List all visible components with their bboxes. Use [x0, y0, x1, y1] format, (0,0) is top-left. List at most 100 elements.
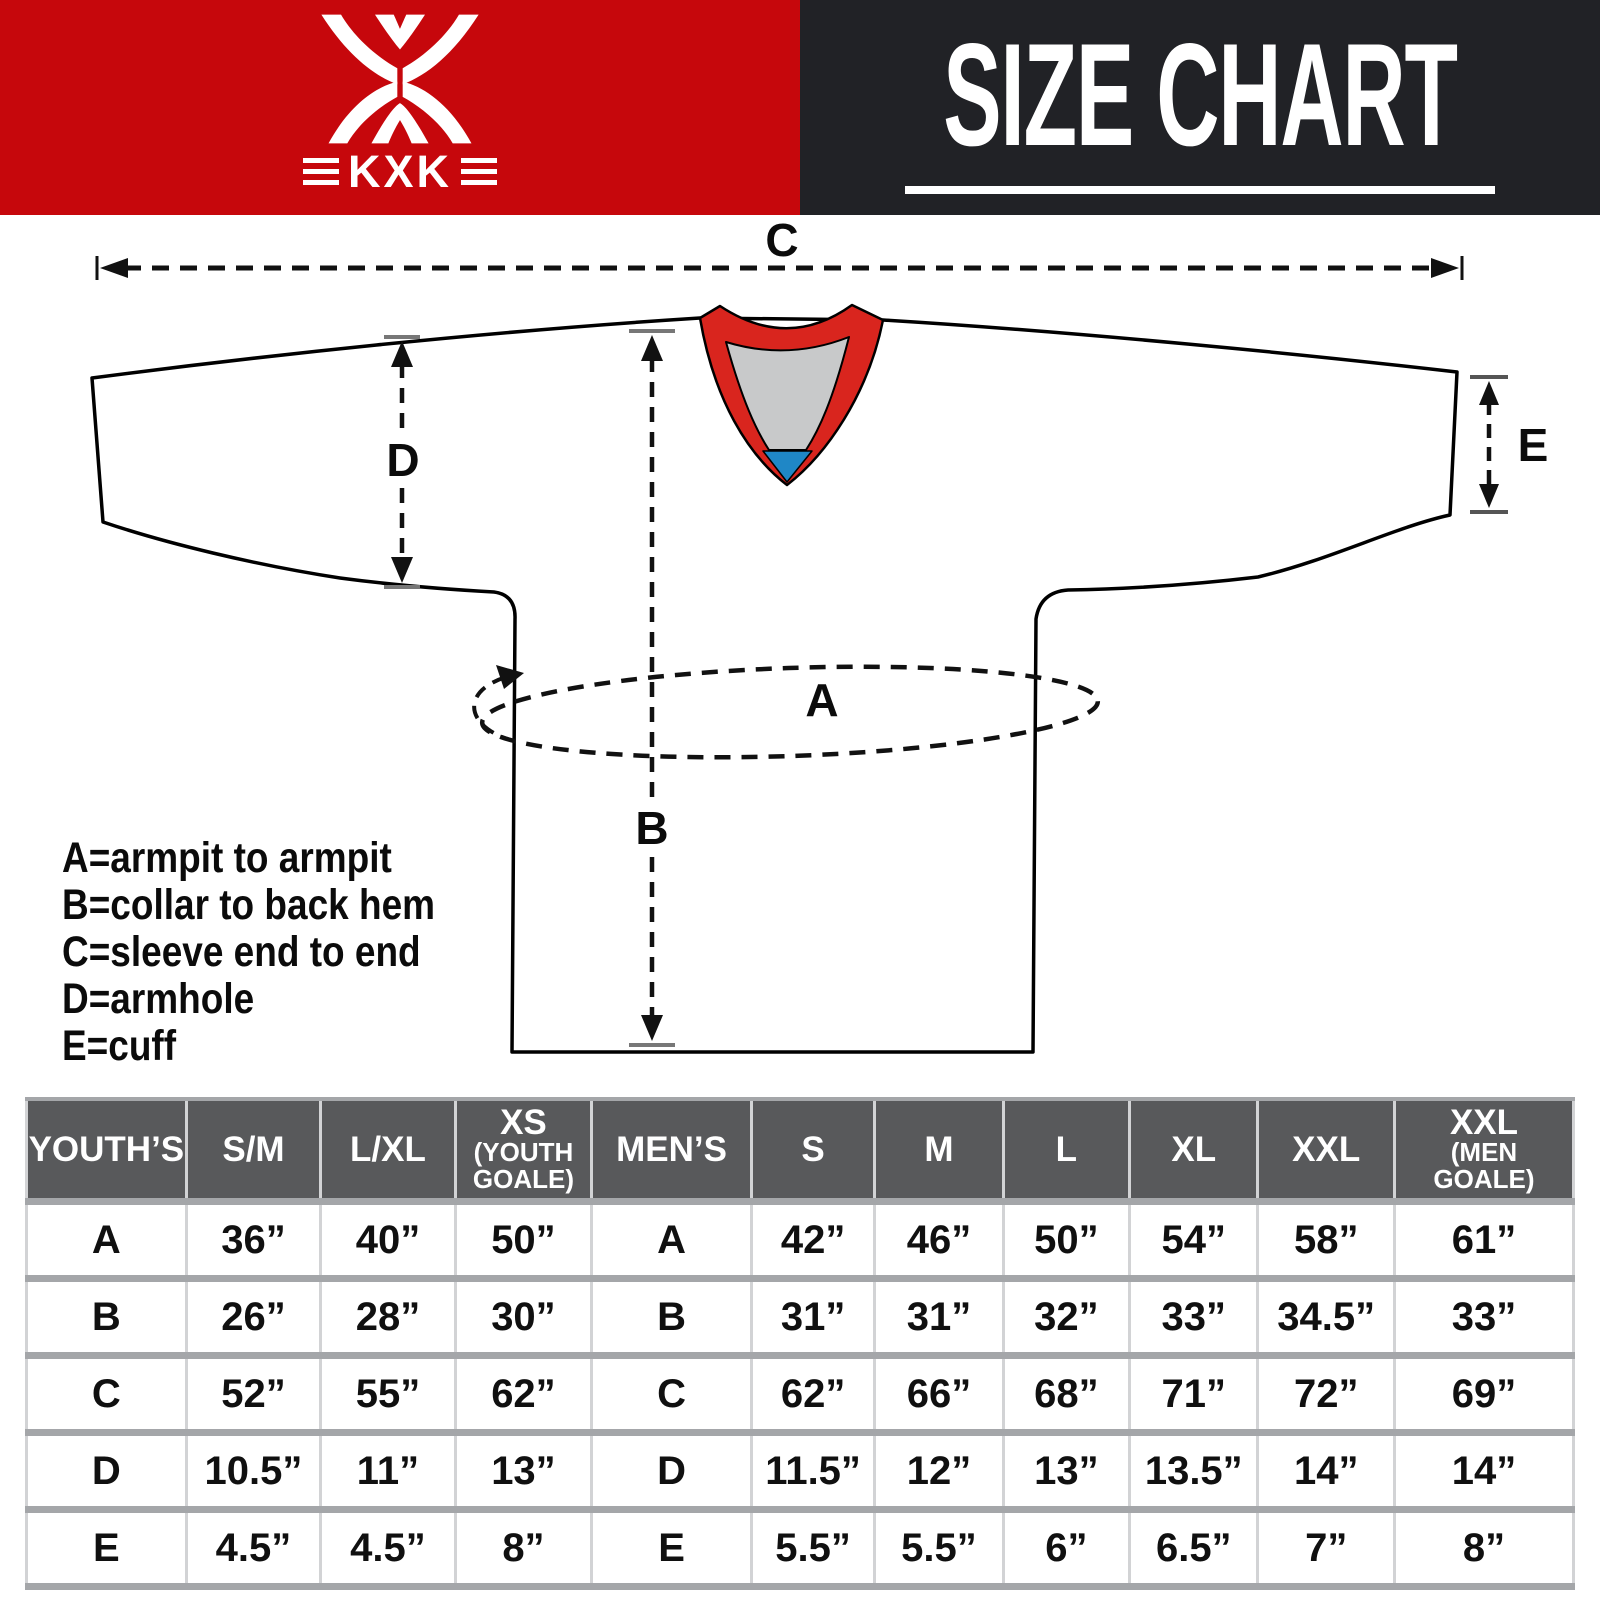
- table-row-b: B 26” 28” 30” B 31” 31” 32” 33” 34.5” 33…: [25, 1275, 1576, 1359]
- size-cell: 62”: [453, 1352, 594, 1436]
- row-label: B: [25, 1275, 188, 1359]
- header-banner: KXK SIZE CHART: [0, 0, 1600, 215]
- column-header-men-goalie: XXL (MEN GOALE): [1392, 1097, 1576, 1205]
- kxk-logo: KXK: [294, 12, 506, 194]
- size-cell: 32”: [1001, 1275, 1132, 1359]
- legend-line-a: A=armpit to armpit: [62, 834, 392, 882]
- label-e: E: [1518, 419, 1549, 471]
- size-cell: 36”: [184, 1198, 323, 1282]
- size-cell: 66”: [873, 1352, 1005, 1436]
- label-a: A: [805, 674, 838, 726]
- brand-name: KXK: [347, 146, 452, 197]
- table-row-a: A 36” 40” 50” A 42” 46” 50” 54” 58” 61”: [25, 1198, 1576, 1282]
- size-cell: 4.5”: [319, 1506, 457, 1590]
- size-cell: 12”: [873, 1429, 1005, 1513]
- collar-insert: [762, 450, 813, 483]
- label-a-bg: [799, 677, 845, 724]
- jersey-diagram-svg: C D B: [90, 215, 1549, 1054]
- size-cell: 7”: [1256, 1506, 1396, 1590]
- size-cell: 14”: [1392, 1429, 1576, 1513]
- row-label: C: [25, 1352, 188, 1436]
- size-cell: 13”: [1001, 1429, 1132, 1513]
- size-cell: 61”: [1392, 1198, 1576, 1282]
- column-header: XXL: [1256, 1097, 1396, 1205]
- size-cell: 52”: [184, 1352, 323, 1436]
- table-row-c: C 52” 55” 62” C 62” 66” 68” 71” 72” 69”: [25, 1352, 1576, 1436]
- size-cell: 58”: [1256, 1198, 1396, 1282]
- legend-line-c: C=sleeve end to end: [62, 928, 421, 976]
- size-cell: 11.5”: [749, 1429, 877, 1513]
- goalie-size: XXL: [1449, 1103, 1519, 1142]
- size-cell: 6.5”: [1128, 1506, 1260, 1590]
- table-header-row: YOUTH’S S/M L/XL XS (YOUTH GOALE) MEN’S …: [25, 1097, 1576, 1205]
- size-cell: 50”: [453, 1198, 594, 1282]
- jersey-outline: [90, 316, 1459, 1054]
- triple-bar-icon: [302, 158, 339, 185]
- legend-line-e: E=cuff: [62, 1022, 177, 1070]
- size-cell: 28”: [319, 1275, 457, 1359]
- size-cell: 54”: [1128, 1198, 1260, 1282]
- table-row-e: E 4.5” 4.5” 8” E 5.5” 5.5” 6” 6.5” 7” 8”: [25, 1506, 1576, 1590]
- legend-line-d: D=armhole: [62, 975, 255, 1023]
- size-cell: 6”: [1001, 1506, 1132, 1590]
- measurement-legend: A=armpit to armpit B=collar to back hem …: [62, 835, 435, 1070]
- legend-line-b: B=collar to back hem: [62, 881, 436, 929]
- size-cell: 26”: [184, 1275, 323, 1359]
- size-cell: 72”: [1256, 1352, 1396, 1436]
- size-cell: 31”: [749, 1275, 877, 1359]
- size-cell: 5.5”: [749, 1506, 877, 1590]
- row-label: D: [25, 1429, 188, 1513]
- table-row-d: D 10.5” 11” 13” D 11.5” 12” 13” 13.5” 14…: [25, 1429, 1576, 1513]
- title-panel: SIZE CHART: [800, 0, 1600, 215]
- size-cell: 11”: [319, 1429, 457, 1513]
- goalie-sub: GOALE): [472, 1164, 574, 1194]
- size-cell: 62”: [749, 1352, 877, 1436]
- row-label: E: [590, 1506, 753, 1590]
- size-cell: 33”: [1128, 1275, 1260, 1359]
- column-header: S/M: [184, 1097, 323, 1205]
- size-cell: 8”: [453, 1506, 594, 1590]
- row-label: C: [590, 1352, 753, 1436]
- size-cell: 4.5”: [184, 1506, 323, 1590]
- size-table: YOUTH’S S/M L/XL XS (YOUTH GOALE) MEN’S …: [25, 1097, 1576, 1590]
- size-cell: 8”: [1392, 1506, 1576, 1590]
- goalie-sub: (YOUTH: [473, 1137, 574, 1167]
- size-cell: 46”: [873, 1198, 1005, 1282]
- size-table-section: YOUTH’S S/M L/XL XS (YOUTH GOALE) MEN’S …: [25, 1097, 1576, 1590]
- size-cell: 10.5”: [184, 1429, 323, 1513]
- size-cell: 55”: [319, 1352, 457, 1436]
- kxk-x-icon: [321, 14, 479, 144]
- goalie-sub: (MEN: [1450, 1137, 1518, 1167]
- size-cell: 71”: [1128, 1352, 1260, 1436]
- arrow-a: [472, 664, 1101, 760]
- size-cell: 13.5”: [1128, 1429, 1260, 1513]
- size-cell: 34.5”: [1256, 1275, 1396, 1359]
- arrow-e: [1470, 375, 1508, 514]
- column-header: XL: [1128, 1097, 1260, 1205]
- arrow-d: [384, 335, 420, 589]
- row-label: A: [590, 1198, 753, 1282]
- row-label: E: [25, 1506, 188, 1590]
- column-header: S: [749, 1097, 877, 1205]
- collar-inner: [725, 336, 850, 451]
- label-c: C: [765, 215, 798, 266]
- page-title: SIZE CHART: [943, 13, 1458, 177]
- kxk-wordmark: KXK: [302, 146, 497, 197]
- arrow-c: [95, 256, 1464, 280]
- column-header: L: [1001, 1097, 1132, 1205]
- page-title-underline: SIZE CHART: [905, 13, 1495, 194]
- triple-bar-icon: [461, 158, 497, 185]
- size-cell: 69”: [1392, 1352, 1576, 1436]
- youth-title-cell: YOUTH’S: [25, 1097, 188, 1205]
- label-d: D: [386, 434, 419, 486]
- column-header-youth-goalie: XS (YOUTH GOALE): [453, 1097, 594, 1205]
- size-cell: 14”: [1256, 1429, 1396, 1513]
- row-label: B: [590, 1275, 753, 1359]
- column-header: M: [873, 1097, 1005, 1205]
- size-cell: 33”: [1392, 1275, 1576, 1359]
- size-cell: 50”: [1001, 1198, 1132, 1282]
- size-cell: 5.5”: [873, 1506, 1005, 1590]
- label-d-bg: [386, 437, 419, 484]
- label-b-bg: [633, 804, 671, 853]
